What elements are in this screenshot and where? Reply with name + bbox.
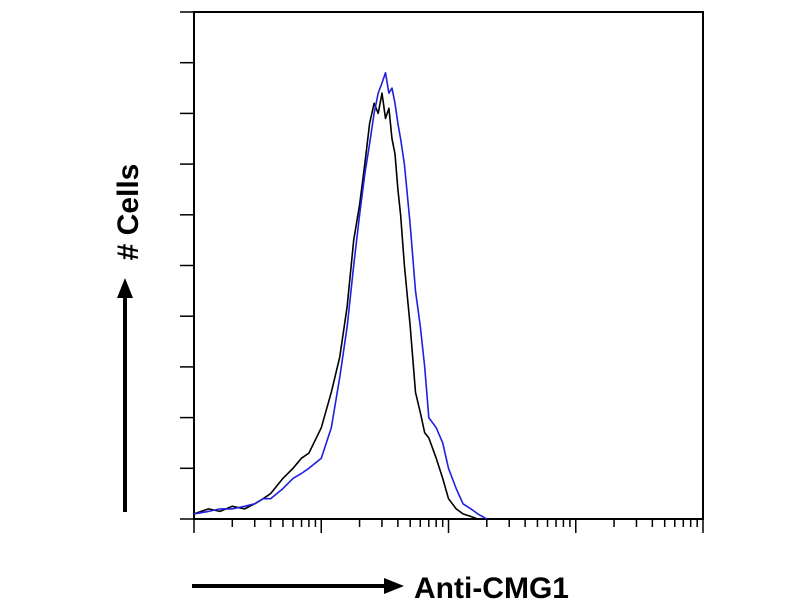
series-line-1	[193, 92, 487, 520]
plot-frame	[193, 11, 704, 520]
series-line-2	[193, 72, 488, 520]
x-axis-ticks	[193, 519, 704, 533]
histogram-series	[193, 72, 488, 520]
y-axis-ticks	[180, 11, 194, 520]
y-axis-arrow-head	[117, 278, 133, 298]
x-axis-title: Anti-CMG1	[414, 572, 569, 600]
y-axis-title: # Cells	[112, 164, 145, 261]
x-axis-arrow-head	[384, 578, 404, 594]
